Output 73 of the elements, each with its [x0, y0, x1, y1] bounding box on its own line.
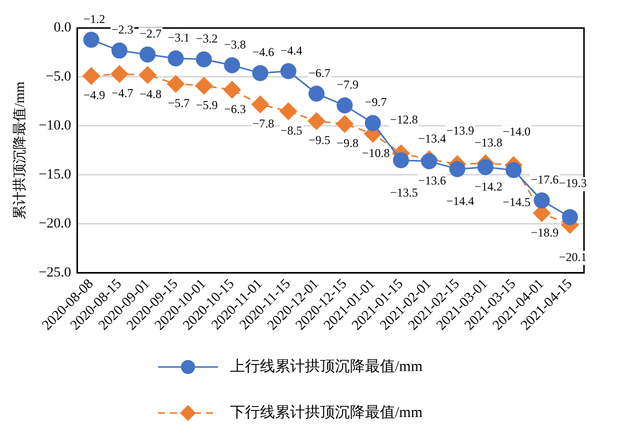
data-label: −14.0 [502, 124, 530, 138]
data-label: −14.4 [446, 194, 474, 208]
point [392, 152, 409, 168]
legend-label: 上行线累计拱顶沉降最值/mm [230, 358, 423, 375]
data-label: −13.5 [390, 185, 418, 200]
data-label: −17.6 [530, 172, 559, 187]
point [223, 80, 242, 99]
data-label: −20.1 [559, 250, 587, 264]
data-label: −13.6 [418, 173, 446, 188]
y-axis-title: 累计拱顶沉降最值/mm [12, 82, 28, 220]
data-label: −6.3 [224, 102, 246, 116]
data-label: −13.8 [474, 135, 502, 150]
data-label: −12.8 [390, 112, 418, 127]
point [138, 66, 157, 84]
point [82, 67, 100, 86]
point [279, 102, 298, 120]
data-label: −4.9 [83, 88, 106, 102]
y-tick-label: 0.0 [54, 20, 72, 36]
data-label: −13.4 [418, 131, 446, 146]
point [224, 57, 240, 74]
data-label: −2.7 [140, 26, 162, 41]
point [308, 112, 326, 130]
point [421, 153, 438, 170]
data-label: −6.7 [308, 66, 330, 80]
point [111, 42, 128, 59]
data-label: −13.9 [446, 123, 474, 138]
y-tick-label: −10.0 [38, 118, 72, 134]
data-label: −14.2 [474, 179, 502, 194]
point [252, 65, 268, 82]
data-label: −5.7 [168, 96, 190, 110]
y-tick-label: −15.0 [38, 168, 72, 183]
point [534, 192, 550, 208]
point [336, 115, 354, 134]
point [336, 97, 353, 114]
point [83, 32, 100, 48]
point [251, 95, 270, 114]
point [166, 74, 185, 93]
data-label: −9.8 [336, 136, 359, 150]
point [168, 50, 184, 66]
point [308, 86, 325, 102]
point [280, 63, 296, 80]
point [449, 161, 466, 178]
data-label: −3.2 [196, 32, 218, 46]
point [477, 159, 494, 176]
data-label: −19.3 [559, 176, 587, 190]
point [194, 76, 213, 95]
y-tick-label: −20.0 [38, 216, 72, 232]
data-label: −9.7 [364, 95, 387, 110]
point [562, 209, 578, 226]
data-label: −3.1 [168, 30, 190, 45]
data-label: −3.8 [224, 37, 246, 52]
point [506, 162, 522, 178]
y-tick-label: −25.0 [38, 266, 72, 281]
data-label: −14.5 [502, 195, 530, 210]
data-label: −1.2 [83, 12, 106, 26]
data-label: −4.4 [280, 43, 302, 58]
point [196, 51, 212, 68]
point [110, 65, 128, 84]
data-label: −9.5 [308, 133, 330, 148]
data-label: −4.8 [140, 87, 162, 102]
data-label: −18.9 [530, 225, 559, 240]
data-label: −8.5 [280, 123, 302, 138]
point [364, 115, 381, 132]
data-label: −7.8 [252, 116, 274, 131]
legend-label: 下行线累计拱顶沉降最值/mm [230, 404, 423, 421]
data-label: −5.9 [196, 98, 218, 112]
data-label: −2.3 [112, 22, 134, 37]
y-tick-label: −5.0 [46, 70, 72, 85]
point [140, 46, 156, 62]
data-label: −4.6 [252, 45, 274, 60]
data-label: −7.9 [336, 78, 359, 92]
data-label: −10.8 [362, 146, 390, 160]
data-label: −4.7 [112, 86, 134, 100]
